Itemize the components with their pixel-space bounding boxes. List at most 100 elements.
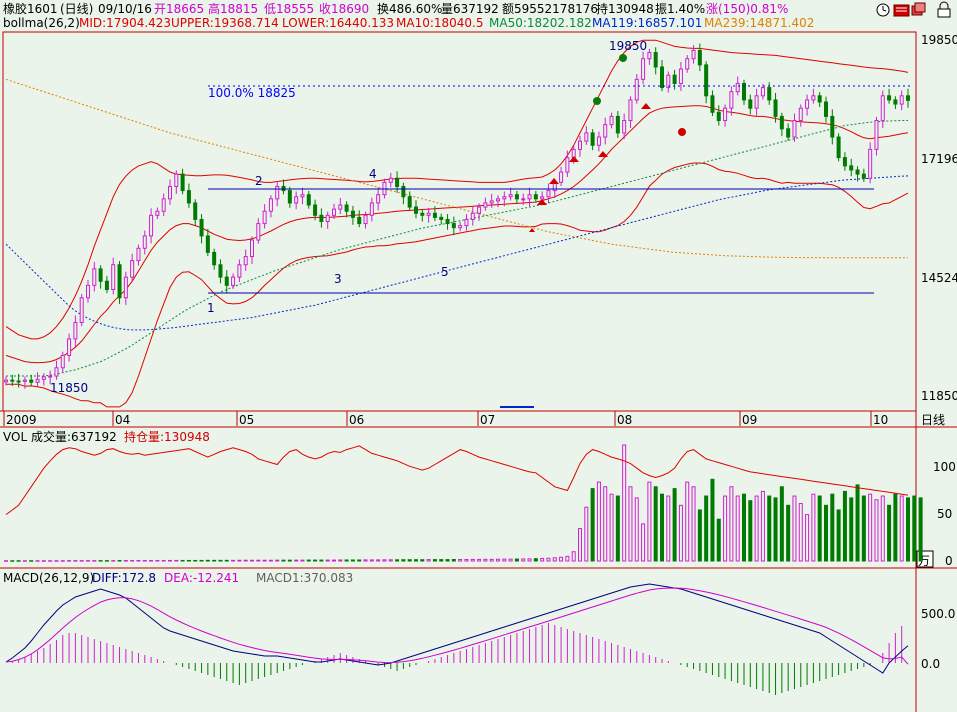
candle xyxy=(685,55,690,73)
macd-series xyxy=(5,583,909,695)
candle xyxy=(161,193,166,217)
candle xyxy=(388,172,393,188)
stack-icon[interactable] xyxy=(911,2,926,16)
candle xyxy=(641,51,646,85)
volume-bar xyxy=(634,497,639,562)
low: 低18555 xyxy=(264,2,314,16)
volume-bar xyxy=(294,559,299,562)
candle xyxy=(786,123,791,141)
buy-arrow xyxy=(537,199,547,205)
volume-bar xyxy=(111,560,116,562)
volume-bar xyxy=(243,559,248,562)
candle xyxy=(325,211,330,229)
candle xyxy=(836,133,841,162)
svg-text:05: 05 xyxy=(239,413,254,427)
candle xyxy=(634,73,639,104)
volume-bar xyxy=(319,559,324,562)
volume-bar xyxy=(716,518,721,562)
svg-text:04: 04 xyxy=(115,413,130,427)
clock-icon[interactable] xyxy=(876,3,890,17)
candle xyxy=(262,204,267,229)
candle xyxy=(142,230,147,255)
volume-bar xyxy=(666,495,671,562)
date: 09/10/16 xyxy=(98,2,152,16)
candle xyxy=(205,228,210,257)
volume-bar xyxy=(641,523,646,562)
volume-bar xyxy=(773,497,778,562)
candle xyxy=(168,179,172,206)
candle xyxy=(300,187,305,205)
volume-bar xyxy=(237,559,242,562)
candle xyxy=(880,90,885,128)
candle xyxy=(224,270,229,293)
volume-bar xyxy=(660,493,664,562)
candle xyxy=(199,214,204,244)
volume-bar xyxy=(899,495,904,562)
signal-markers xyxy=(529,54,686,232)
volume-bar xyxy=(29,560,34,562)
candle xyxy=(451,216,456,236)
macd-panel: MACD(26,12,9) DIFF:172.8 DEA:-12.241 MAC… xyxy=(3,571,955,671)
volume-bar xyxy=(514,558,519,562)
candle xyxy=(710,90,715,117)
volume-bar xyxy=(767,495,772,562)
candle xyxy=(704,61,709,104)
lock-icon[interactable] xyxy=(937,1,951,18)
candle xyxy=(798,104,803,127)
volume-bar xyxy=(73,560,78,562)
candle xyxy=(313,199,318,221)
toolbar xyxy=(876,1,951,18)
volume-bar xyxy=(887,504,892,562)
volume-bar xyxy=(527,558,532,562)
volume-bar xyxy=(199,559,204,562)
volume-bar xyxy=(212,559,217,562)
wave-label-1: 1 xyxy=(207,301,215,315)
volume-bar xyxy=(313,559,318,562)
volume-bar xyxy=(811,493,816,562)
volume-bar xyxy=(559,556,564,562)
volume-bar xyxy=(540,557,545,562)
notes-icon[interactable] xyxy=(893,4,910,17)
svg-text:07: 07 xyxy=(480,413,495,427)
candle xyxy=(861,168,866,182)
candle xyxy=(508,187,513,201)
volume-bar xyxy=(350,559,355,562)
volume-bar xyxy=(496,558,500,562)
volume-bar xyxy=(224,559,229,562)
volume-bar xyxy=(786,504,791,562)
candle xyxy=(357,210,362,228)
candle xyxy=(117,261,122,304)
series-line-upper xyxy=(5,39,909,340)
candle xyxy=(464,214,469,231)
buy-arrow xyxy=(549,178,559,184)
volume-bar xyxy=(748,500,753,562)
volume-bar xyxy=(893,493,898,562)
candle xyxy=(565,150,570,177)
signal-dot-green xyxy=(619,54,627,62)
candle xyxy=(79,294,84,327)
volume-bar xyxy=(470,558,475,562)
wave-label-2: 2 xyxy=(255,174,263,188)
volume-bar xyxy=(376,559,381,562)
series-line-ma239 xyxy=(5,78,908,259)
svg-text:10: 10 xyxy=(873,413,888,427)
svg-text:09: 09 xyxy=(742,413,757,427)
candle xyxy=(521,193,526,206)
volume-bar xyxy=(432,559,437,562)
candle xyxy=(792,113,797,142)
boll-mid: MID:17904.423 xyxy=(79,16,171,30)
panel-frames xyxy=(0,31,957,712)
volume-bar xyxy=(401,559,406,562)
candle xyxy=(748,94,753,115)
volume-bar xyxy=(262,559,267,562)
svg-text:08: 08 xyxy=(617,413,632,427)
volume-bar xyxy=(861,495,866,562)
volume-bar xyxy=(142,560,147,562)
volume-bar xyxy=(67,560,72,562)
time-axis: 2009 04 05 06 07 08 09 10 日线 xyxy=(0,406,945,427)
volume-bar xyxy=(382,559,387,562)
macd-title: MACD(26,12,9) xyxy=(3,571,94,585)
candle xyxy=(243,249,248,271)
volume-bar xyxy=(407,559,412,562)
